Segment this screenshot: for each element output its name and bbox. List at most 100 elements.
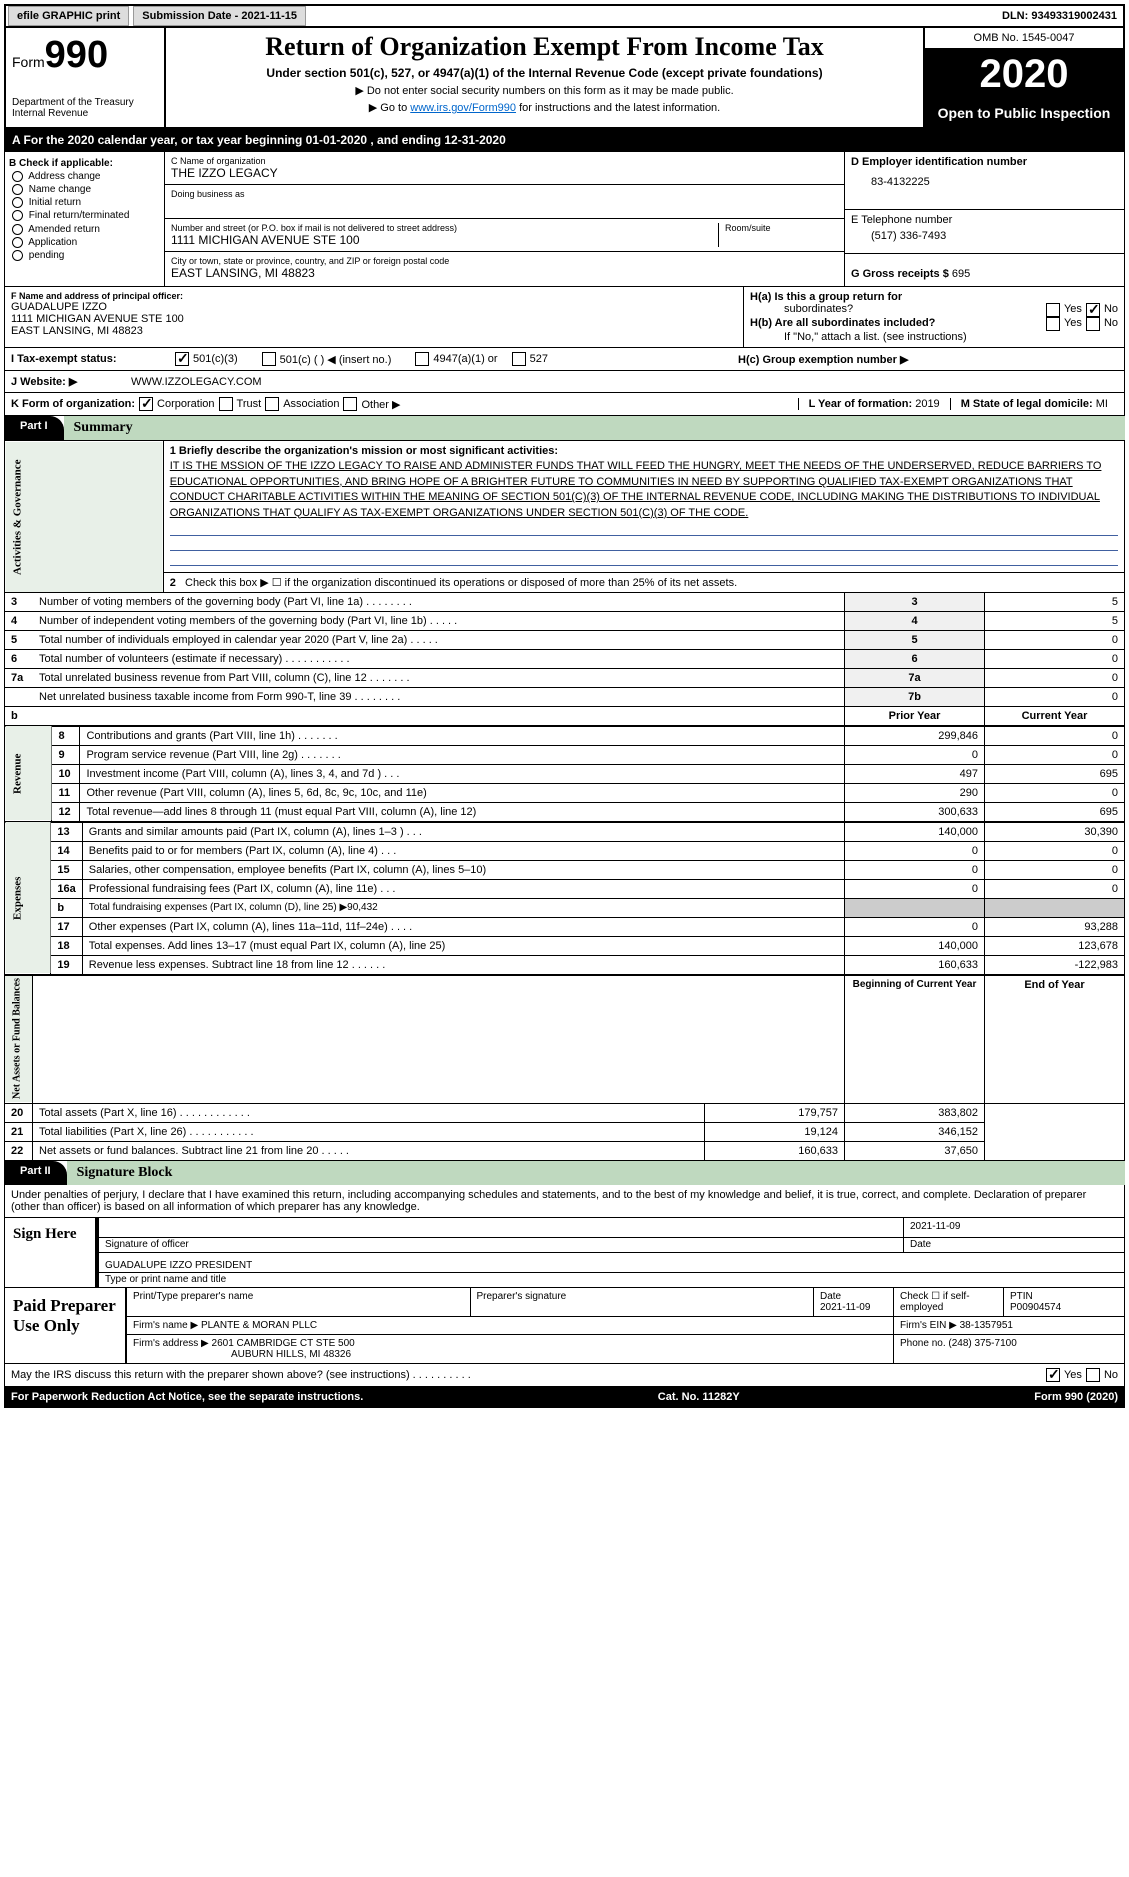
rev-row: Revenue8Contributions and grants (Part V… bbox=[5, 726, 1125, 745]
gov-row: 5Total number of individuals employed in… bbox=[5, 630, 1125, 649]
colb-radio[interactable] bbox=[12, 237, 23, 248]
footer-left: For Paperwork Reduction Act Notice, see … bbox=[11, 1391, 363, 1403]
exp-row: 17Other expenses (Part IX, column (A), l… bbox=[5, 917, 1125, 936]
efile-button[interactable]: efile GRAPHIC print bbox=[8, 6, 129, 26]
ha-line: H(a) Is this a group return for bbox=[750, 291, 1118, 303]
colb-item: pending bbox=[9, 250, 160, 261]
tel-box: E Telephone number (517) 336-7493 bbox=[845, 210, 1124, 254]
preparer-block: Paid Preparer Use Only Print/Type prepar… bbox=[4, 1288, 1125, 1364]
discuss-no-check[interactable] bbox=[1086, 1368, 1100, 1382]
officer-left: F Name and address of principal officer:… bbox=[5, 287, 744, 347]
org-name: THE IZZO LEGACY bbox=[171, 166, 838, 180]
dln: DLN: 93493319002431 bbox=[996, 10, 1123, 22]
k-trust-check[interactable] bbox=[219, 397, 233, 411]
hc-line: H(c) Group exemption number ▶ bbox=[738, 353, 1118, 366]
rev-row: 10Investment income (Part VIII, column (… bbox=[5, 764, 1125, 783]
ha-no-check[interactable] bbox=[1086, 303, 1100, 317]
irs-link[interactable]: www.irs.gov/Form990 bbox=[410, 102, 516, 114]
submission-date-button[interactable]: Submission Date - 2021-11-15 bbox=[133, 6, 306, 26]
sub-label: Submission Date - bbox=[142, 10, 241, 22]
hb-no-check[interactable] bbox=[1086, 317, 1100, 331]
i-501c3: 501(c)(3) bbox=[193, 353, 238, 365]
city-box: City or town, state or province, country… bbox=[165, 252, 844, 284]
gross-box: G Gross receipts $ 695 bbox=[845, 254, 1124, 286]
k-other: Other ▶ bbox=[361, 398, 400, 411]
revenue-table: Revenue8Contributions and grants (Part V… bbox=[4, 726, 1125, 822]
hb-yes-check[interactable] bbox=[1046, 317, 1060, 331]
net-row: 22Net assets or fund balances. Subtract … bbox=[5, 1141, 1125, 1160]
dept-label: Department of the Treasury Internal Reve… bbox=[12, 97, 158, 119]
dln-value: 93493319002431 bbox=[1031, 10, 1117, 22]
colb-radio[interactable] bbox=[12, 184, 23, 195]
exp-row: Expenses13Grants and similar amounts pai… bbox=[5, 822, 1125, 841]
summary-table: Activities & Governance 1 Briefly descri… bbox=[4, 440, 1125, 726]
part2-header: Part II Signature Block bbox=[4, 1161, 1125, 1185]
colb-radio[interactable] bbox=[12, 197, 23, 208]
firm-addr1: 2601 CAMBRIDGE CT STE 500 bbox=[212, 1338, 355, 1349]
dba-label: Doing business as bbox=[171, 189, 838, 199]
colb-radio[interactable] bbox=[12, 210, 23, 221]
sign-right: Signature of officer 2021-11-09 Date GUA… bbox=[95, 1218, 1124, 1287]
sig-name-label: Type or print name and title bbox=[105, 1274, 226, 1285]
ha-yes-check[interactable] bbox=[1046, 303, 1060, 317]
i-527-check[interactable] bbox=[512, 352, 526, 366]
firm-name: PLANTE & MORAN PLLC bbox=[201, 1320, 317, 1331]
discuss-yes-check[interactable] bbox=[1046, 1368, 1060, 1382]
tel-label: E Telephone number bbox=[851, 214, 1118, 226]
prep-h3v: 2021-11-09 bbox=[820, 1302, 870, 1313]
i-4947-check[interactable] bbox=[415, 352, 429, 366]
j-label: J Website: ▶ bbox=[11, 375, 131, 388]
ein-label: D Employer identification number bbox=[851, 156, 1118, 168]
sub-date: 2021-11-15 bbox=[241, 10, 297, 22]
footer-mid: Cat. No. 11282Y bbox=[658, 1391, 740, 1403]
line2: 2 Check this box ▶ ☐ if the organization… bbox=[163, 572, 1124, 592]
preparer-right: Print/Type preparer's name Preparer's si… bbox=[125, 1288, 1124, 1363]
sig-date: 2021-11-09 bbox=[910, 1221, 1118, 1232]
i-501c3-check[interactable] bbox=[175, 352, 189, 366]
prep-h1: Print/Type preparer's name bbox=[127, 1288, 471, 1316]
gov-row: 6Total number of volunteers (estimate if… bbox=[5, 649, 1125, 668]
k-corp-check[interactable] bbox=[139, 397, 153, 411]
street-label: Number and street (or P.O. box if mail i… bbox=[171, 223, 718, 233]
l-value: 2019 bbox=[915, 398, 939, 410]
row-j: J Website: ▶ WWW.IZZOLEGACY.COM bbox=[4, 371, 1125, 393]
exp-row: 19Revenue less expenses. Subtract line 1… bbox=[5, 955, 1125, 974]
mission-label: 1 Briefly describe the organization's mi… bbox=[170, 445, 558, 457]
side-governance: Activities & Governance bbox=[5, 441, 164, 593]
note2a: ▶ Go to bbox=[369, 102, 410, 114]
part1-title: Summary bbox=[64, 416, 1125, 440]
exp-row: 16aProfessional fundraising fees (Part I… bbox=[5, 879, 1125, 898]
exp-row: bTotal fundraising expenses (Part IX, co… bbox=[5, 898, 1125, 917]
ein-value: 83-4132225 bbox=[871, 176, 1118, 188]
street-box: Number and street (or P.O. box if mail i… bbox=[165, 219, 844, 252]
sign-here-label: Sign Here bbox=[5, 1218, 95, 1287]
colb-radio[interactable] bbox=[12, 250, 23, 261]
ha2-text: subordinates? bbox=[784, 303, 1042, 317]
note-link: ▶ Go to www.irs.gov/Form990 for instruct… bbox=[170, 101, 919, 114]
header-left: Form990 Department of the Treasury Inter… bbox=[6, 28, 166, 127]
side-expenses: Expenses bbox=[5, 822, 51, 974]
col-b: B Check if applicable: Address change Na… bbox=[5, 152, 165, 286]
colb-item: Amended return bbox=[9, 224, 160, 235]
discuss-text: May the IRS discuss this return with the… bbox=[11, 1369, 471, 1381]
colb-radio[interactable] bbox=[12, 171, 23, 182]
dba-box: Doing business as bbox=[165, 185, 844, 219]
side-net: Net Assets or Fund Balances bbox=[5, 975, 33, 1103]
header-right: OMB No. 1545-0047 2020 Open to Public In… bbox=[923, 28, 1123, 127]
note2b: for instructions and the latest informat… bbox=[516, 102, 720, 114]
k-other-check[interactable] bbox=[343, 397, 357, 411]
exp-row: 18Total expenses. Add lines 13–17 (must … bbox=[5, 936, 1125, 955]
firm-addr-label: Firm's address ▶ bbox=[133, 1338, 212, 1349]
l-label: L Year of formation: bbox=[809, 398, 916, 410]
top-bar: efile GRAPHIC print Submission Date - 20… bbox=[4, 4, 1125, 28]
org-name-box: C Name of organization THE IZZO LEGACY bbox=[165, 152, 844, 185]
section-bcd: B Check if applicable: Address change Na… bbox=[4, 151, 1125, 287]
k-assoc-check[interactable] bbox=[265, 397, 279, 411]
colb-radio[interactable] bbox=[12, 224, 23, 235]
k-label: K Form of organization: bbox=[11, 398, 135, 410]
current-hdr: Current Year bbox=[985, 706, 1125, 725]
i-4947: 4947(a)(1) or bbox=[433, 353, 497, 365]
street-value: 1111 MICHIGAN AVENUE STE 100 bbox=[171, 233, 718, 247]
discuss-no: No bbox=[1104, 1369, 1118, 1381]
i-501c-check[interactable] bbox=[262, 352, 276, 366]
